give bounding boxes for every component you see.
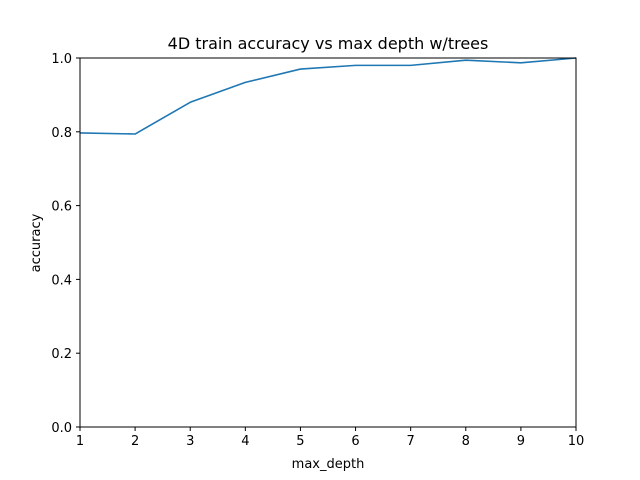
y-axis-ticks: 0.0 0.2 0.4 0.6 0.8 1.0	[51, 52, 80, 436]
x-tick-label: 3	[186, 434, 194, 449]
x-tick-label: 5	[296, 434, 304, 449]
x-axis-ticks: 1 2 3 4 5 6 7 8 9 10	[76, 427, 584, 449]
y-axis-label: accuracy	[29, 213, 44, 272]
y-tick-label: 0.8	[51, 126, 72, 141]
x-tick-label: 8	[462, 434, 470, 449]
x-tick-label: 9	[517, 434, 525, 449]
series-line	[79, 57, 577, 135]
y-tick-label: 0.0	[51, 421, 72, 436]
chart-title: 4D train accuracy vs max depth w/trees	[168, 34, 489, 53]
plot-frame	[79, 57, 577, 428]
y-tick-label: 1.0	[51, 52, 72, 67]
y-tick-label: 0.4	[51, 273, 72, 288]
x-tick-label: 1	[76, 434, 84, 449]
x-tick-label: 10	[568, 434, 585, 449]
x-tick-label: 7	[407, 434, 415, 449]
x-tick-label: 4	[241, 434, 249, 449]
series-layer	[79, 57, 577, 135]
x-axis-label: max_depth	[292, 457, 365, 472]
y-tick-label: 0.2	[51, 347, 72, 362]
x-tick-label: 6	[351, 434, 359, 449]
y-tick-label: 0.6	[51, 200, 72, 215]
x-tick-label: 2	[131, 434, 139, 449]
